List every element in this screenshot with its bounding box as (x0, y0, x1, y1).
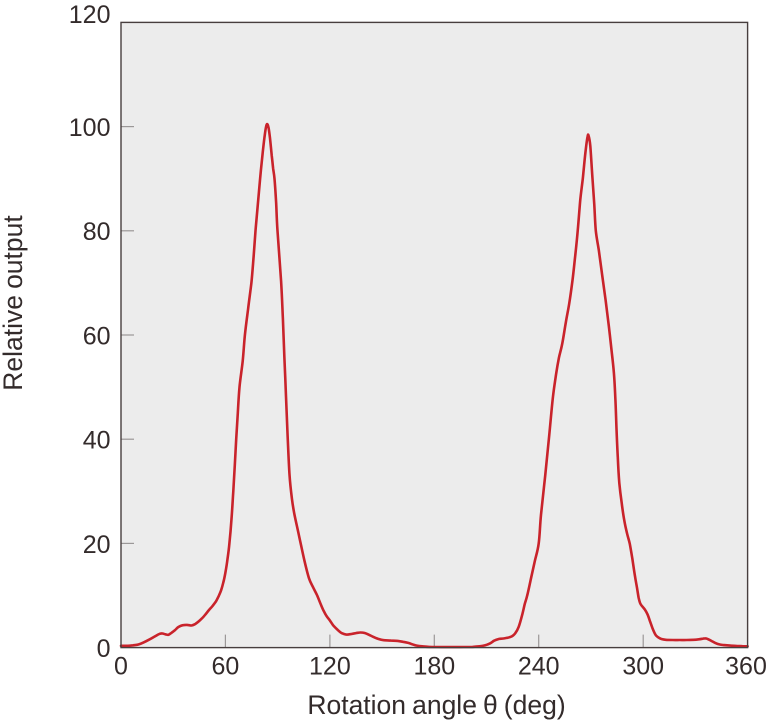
svg-text:Relative output: Relative output (0, 215, 28, 391)
svg-text:60: 60 (83, 322, 111, 350)
svg-text:100: 100 (69, 114, 111, 142)
svg-text:0: 0 (97, 635, 111, 663)
svg-text:20: 20 (83, 531, 111, 559)
svg-text:120: 120 (69, 1, 111, 29)
svg-text:180: 180 (413, 653, 455, 681)
svg-text:40: 40 (83, 427, 111, 455)
svg-text:0: 0 (114, 653, 128, 681)
svg-text:120: 120 (309, 653, 351, 681)
svg-text:Rotation angle θ (deg): Rotation angle θ (deg) (307, 690, 565, 720)
svg-text:240: 240 (518, 653, 560, 681)
svg-text:360: 360 (725, 653, 767, 681)
svg-text:60: 60 (211, 653, 239, 681)
svg-text:80: 80 (83, 218, 111, 246)
svg-text:300: 300 (622, 653, 664, 681)
